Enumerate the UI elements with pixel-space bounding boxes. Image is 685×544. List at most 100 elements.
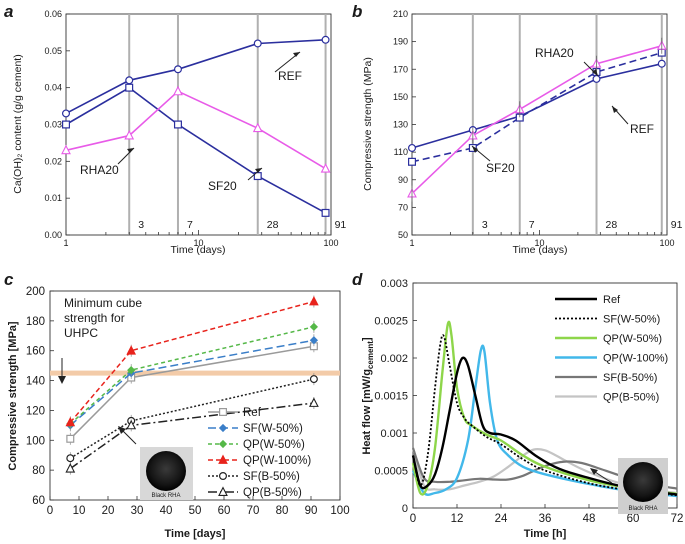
- y-tick-label: 90: [398, 175, 408, 185]
- d-curve-qp-w-50-: [411, 320, 678, 496]
- d-legend-label: SF(B-50%): [603, 372, 657, 384]
- c-legend-marker: [219, 472, 228, 481]
- b-line-sf20: [411, 51, 663, 163]
- panel-d-xlabel: Time [h]: [524, 528, 567, 540]
- d-y-tick-label: 0.003: [380, 278, 408, 290]
- panel-b-arrowhead-ref: [612, 106, 618, 113]
- c-point-qp-w-50-: [127, 366, 136, 375]
- d-curve-qp-w-100-: [411, 344, 678, 498]
- y-tick-label: 0.06: [44, 9, 62, 19]
- panel-c-inset-label: Black RHA: [151, 493, 180, 499]
- panel-c-ylabel: Compressive strength [MPa]: [7, 321, 19, 470]
- c-x-tick-label: 90: [305, 505, 318, 517]
- c-x-tick-label: 30: [131, 505, 144, 517]
- x-tick-label: 1: [63, 238, 68, 248]
- c-line-sf-w-50-: [69, 339, 315, 426]
- a-point-ref: [61, 109, 70, 118]
- a-line-rha20: [65, 90, 327, 170]
- c-line-qp-w-100-: [69, 300, 315, 423]
- x-tick-label: 1: [409, 238, 414, 248]
- c-legend-label: QP(B-50%): [243, 487, 302, 499]
- panel-c-threshold-line1: Minimum cube: [64, 296, 142, 310]
- panel-c-threshold-line2: strength for: [64, 311, 125, 325]
- y-tick-label: 50: [398, 230, 408, 240]
- a-point-sf20: [321, 208, 330, 217]
- panel-a: 3 7 28 91 0.00 0.01 0.02 0.03 0.04 0.05 0.06 1 10 10…: [12, 9, 346, 256]
- b-point-ref: [592, 74, 601, 83]
- panel-d-ylabel-sub: cement: [366, 341, 375, 369]
- y-tick-label: 210: [393, 9, 408, 19]
- d-curve-ref: [411, 356, 678, 496]
- c-point-qp-b-50-: [65, 463, 76, 473]
- panel-b-arrowhead-sf20: [472, 146, 478, 153]
- panel-a-frame: [65, 13, 332, 236]
- c-legend-marker: [218, 486, 228, 496]
- c-y-tick-label: 160: [26, 346, 45, 358]
- panel-c-xlabel: Time [days]: [165, 528, 226, 540]
- y-tick-label: 0.00: [44, 230, 62, 240]
- panel-a-series: [61, 35, 331, 217]
- a-age-label: 28: [267, 219, 279, 231]
- panel-c-legend: Ref SF(W-50%) QP(W-50%) QP(W-100%) SF(B-50%)…: [208, 407, 311, 499]
- c-point-sf-b-50-: [66, 454, 75, 463]
- panel-a-xlabel: Time (days): [170, 244, 225, 256]
- panel-b-series: [407, 37, 667, 202]
- panel-d-ylabel-end: ]: [361, 337, 373, 341]
- c-legend-marker: [219, 408, 228, 417]
- panel-c-threshold-band: [50, 370, 340, 376]
- a-point-rha20: [252, 122, 263, 133]
- c-point-sf-w-50-: [309, 336, 319, 345]
- panel-a-arrowhead-rha20: [127, 148, 134, 153]
- a-age-label: 91: [335, 219, 347, 231]
- panel-d-inset-arrowhead: [590, 468, 598, 475]
- d-x-tick-label: 60: [627, 513, 640, 525]
- a-point-sf20: [253, 172, 262, 181]
- c-y-tick-label: 200: [26, 286, 45, 298]
- x-tick-label: 100: [659, 238, 674, 248]
- b-point-sf20: [468, 143, 477, 152]
- x-tick-label: 10: [193, 238, 203, 248]
- b-point-ref: [657, 59, 666, 68]
- c-x-tick-label: 60: [218, 505, 231, 517]
- c-point-qp-w-100-: [126, 345, 137, 355]
- panel-c-series: [65, 295, 319, 475]
- y-tick-label: 170: [393, 64, 408, 74]
- x-tick-label: 100: [323, 238, 338, 248]
- panel-d: 0 0.0005 0.001 0.0015 0.002 0.0025 0.003 0 12 24 3…: [361, 278, 683, 540]
- c-y-tick-label: 120: [26, 405, 45, 417]
- c-legend-marker: [218, 454, 228, 464]
- panel-b-label-ref: REF: [630, 122, 654, 136]
- panel-label-c: c: [4, 270, 14, 289]
- panel-c-inset-disc: [146, 451, 186, 491]
- a-point-rha20: [173, 85, 183, 96]
- panel-c-inset-arrowhead: [118, 426, 126, 434]
- panel-d-series: [411, 320, 678, 498]
- b-age-label: 28: [606, 219, 618, 231]
- panel-a-ticks: 0.00 0.01 0.02 0.03 0.04 0.05 0.06 1 10 100: [44, 9, 338, 248]
- panel-a-arrowhead-sf20: [255, 168, 262, 173]
- b-point-ref: [408, 143, 417, 152]
- c-point-sf-b-50-: [309, 375, 318, 384]
- panel-c-threshold-arrowhead: [58, 376, 66, 384]
- b-age-label: 7: [529, 219, 535, 231]
- a-point-sf20: [61, 120, 70, 129]
- panel-d-ylabel: Heat flow [mW/gcement]: [361, 337, 375, 455]
- panel-d-ticks: 0 0.0005 0.001 0.0015 0.002 0.0025 0.003 0 12 24 3…: [374, 278, 683, 525]
- panel-a-arrowhead-ref: [293, 52, 300, 57]
- panel-label-b: b: [352, 2, 362, 21]
- a-point-rha20: [320, 163, 331, 173]
- c-x-tick-label: 70: [247, 505, 260, 517]
- panel-d-inset: Black RHA: [618, 458, 668, 514]
- panel-d-inset-disc: [623, 462, 663, 502]
- a-point-sf20: [173, 120, 182, 129]
- c-point-qp-w-50-: [309, 322, 319, 331]
- panel-c: 60 80 100 120 140 160 180 200 0 10 20 30 40 50 60 70 80 9…: [7, 286, 350, 540]
- a-point-rha20: [61, 144, 71, 155]
- d-y-tick-label: 0.0025: [374, 316, 408, 328]
- c-y-tick-label: 180: [26, 316, 45, 328]
- y-tick-label: 70: [398, 202, 408, 212]
- panel-d-ylabel-main: Heat flow [mW/g: [361, 369, 373, 455]
- y-tick-label: 190: [393, 37, 408, 47]
- c-x-tick-label: 50: [189, 505, 202, 517]
